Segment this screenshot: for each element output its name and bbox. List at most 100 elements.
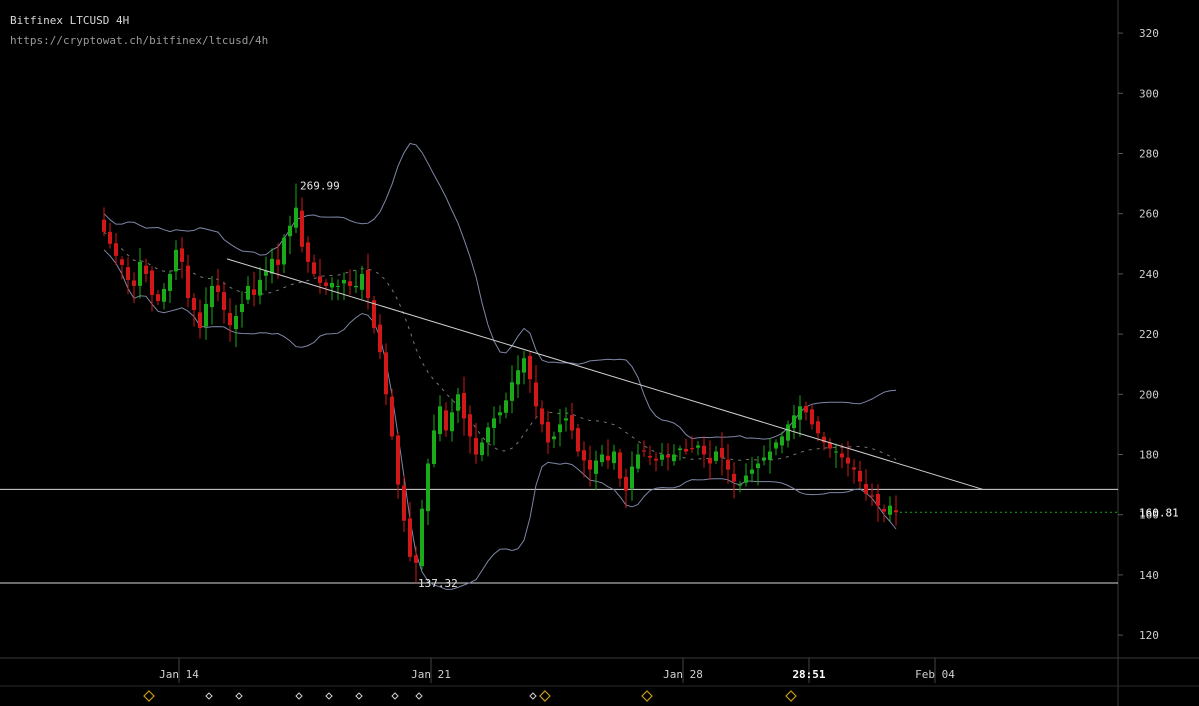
- candle-body: [876, 494, 880, 506]
- candle-body: [120, 259, 124, 265]
- candle-body: [636, 454, 640, 469]
- candle-body: [774, 442, 778, 449]
- candle-body: [804, 406, 808, 413]
- candle-body: [858, 470, 862, 482]
- candle-body: [426, 463, 430, 512]
- candle-body: [252, 289, 256, 295]
- candle-body: [354, 285, 358, 288]
- candle-body: [180, 248, 184, 262]
- candle-body: [894, 510, 898, 513]
- candle-body: [438, 406, 442, 435]
- event-marker-small: [415, 692, 423, 700]
- candle-body: [780, 436, 784, 446]
- candle-body: [198, 312, 202, 329]
- candle-body: [132, 280, 136, 286]
- candle-body: [246, 285, 250, 300]
- candle-body: [402, 485, 406, 521]
- candle-body: [474, 438, 478, 455]
- candle-body: [630, 466, 634, 489]
- candle-body: [360, 273, 364, 290]
- candle-body: [318, 276, 322, 283]
- candle-body: [144, 265, 148, 274]
- candle-body: [756, 463, 760, 469]
- last-price-label: 160.81: [1139, 506, 1179, 519]
- trendline: [226, 258, 984, 490]
- chart-title: Bitfinex LTCUSD 4H: [10, 14, 130, 27]
- candle-body: [186, 265, 190, 298]
- candle-body: [108, 231, 112, 244]
- candle-body: [510, 382, 514, 401]
- candle-body: [312, 262, 316, 274]
- candle-body: [726, 459, 730, 470]
- y-tick-label: 140: [1139, 569, 1159, 582]
- candle-body: [300, 210, 304, 247]
- candle-body: [228, 312, 232, 326]
- middle-band-line: [103, 231, 897, 461]
- candle-body: [384, 352, 388, 395]
- candle-body: [324, 282, 328, 286]
- candle-body: [612, 451, 616, 464]
- candle-body: [762, 457, 766, 461]
- candle-body: [714, 451, 718, 461]
- candle-body: [156, 294, 160, 301]
- candle-body: [498, 412, 502, 416]
- event-marker-small: [295, 692, 303, 700]
- candle-body: [744, 475, 748, 483]
- candle-body: [696, 445, 700, 448]
- candle-body: [666, 455, 670, 458]
- candle-body: [222, 292, 226, 311]
- candle-body: [456, 394, 460, 411]
- candle-body: [582, 450, 586, 461]
- candle-body: [546, 421, 550, 443]
- candle-body: [288, 225, 292, 237]
- y-tick-label: 160: [1139, 509, 1159, 522]
- candle-body: [828, 442, 832, 449]
- candle-body: [594, 460, 598, 474]
- candle-body: [552, 436, 556, 440]
- candle-body: [204, 304, 208, 327]
- candle-body: [642, 450, 646, 452]
- candle-body: [372, 300, 376, 329]
- candle-body: [534, 382, 538, 407]
- candle-body: [390, 396, 394, 437]
- candle-body: [522, 358, 526, 373]
- candle-body: [540, 408, 544, 425]
- candle-body: [378, 324, 382, 353]
- candle-body: [672, 454, 676, 462]
- candle-body: [852, 467, 856, 470]
- candle-body: [396, 435, 400, 485]
- candle-body: [330, 282, 334, 288]
- x-tick-label: Feb 04: [915, 668, 955, 681]
- candle-body: [570, 415, 574, 431]
- candle-body: [216, 285, 220, 292]
- candle-body: [660, 454, 664, 460]
- y-tick-label: 300: [1139, 87, 1159, 100]
- candle-body: [270, 258, 274, 274]
- y-tick-label: 220: [1139, 328, 1159, 341]
- candle-body: [276, 259, 280, 265]
- candle-body: [846, 457, 850, 464]
- candle-body: [162, 288, 166, 302]
- candle-body: [792, 415, 796, 429]
- x-tick-label: 28:51: [792, 668, 825, 681]
- event-marker-large: [785, 690, 797, 702]
- candle-body: [408, 518, 412, 557]
- candle-body: [150, 270, 154, 295]
- event-marker-small: [529, 692, 537, 700]
- candle-body: [864, 484, 868, 494]
- candle-body: [348, 281, 352, 286]
- candle-body: [336, 285, 340, 287]
- y-tick-label: 240: [1139, 268, 1159, 281]
- candle-body: [576, 428, 580, 452]
- event-marker-small: [235, 692, 243, 700]
- candle-body: [708, 457, 712, 464]
- candle-body: [240, 304, 244, 313]
- candle-body: [516, 370, 520, 385]
- y-tick-label: 260: [1139, 208, 1159, 221]
- event-marker-large: [641, 690, 653, 702]
- event-marker-small: [325, 692, 333, 700]
- candle-body: [282, 237, 286, 265]
- candle-body: [306, 242, 310, 262]
- candle-body: [504, 400, 508, 413]
